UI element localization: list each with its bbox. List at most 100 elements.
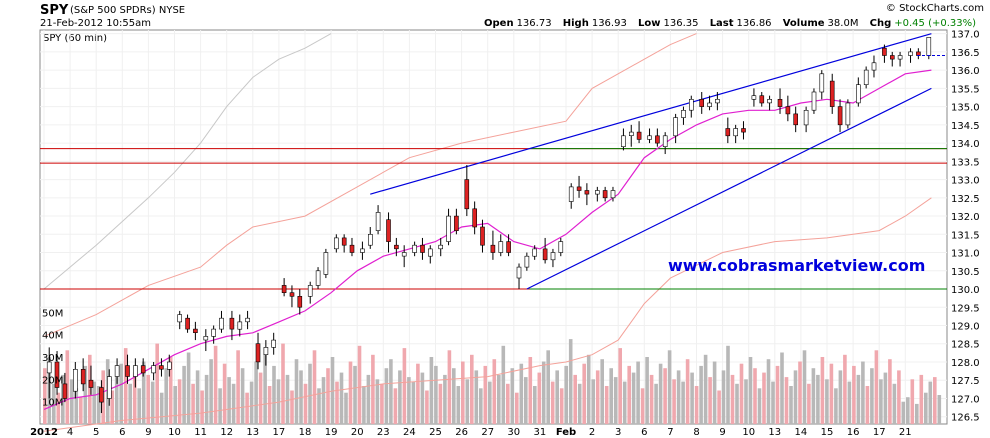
candle-body	[558, 241, 564, 253]
price-tick-label: 129.0	[951, 322, 980, 333]
volume-bar	[798, 361, 802, 424]
candle-body	[751, 95, 757, 100]
date-tick-label: 2	[589, 427, 595, 438]
volume-bar	[919, 374, 924, 424]
high-label: High	[562, 18, 589, 29]
volume-bar	[775, 365, 780, 424]
volume-bar	[344, 392, 348, 424]
candle-body	[151, 365, 156, 374]
candle-body	[54, 361, 60, 388]
volume-bar	[816, 374, 820, 424]
candle-body	[255, 343, 261, 363]
watermark-url: www.cobrasmarketview.com	[668, 256, 925, 275]
date-tick-label: Feb	[556, 427, 576, 438]
volume-bar	[924, 392, 928, 424]
volume-bar	[56, 392, 61, 424]
volume-bar	[515, 392, 519, 424]
volume-bar	[465, 379, 470, 424]
volume-bar	[937, 395, 942, 424]
candle-body	[367, 234, 373, 246]
candle-body	[777, 99, 783, 107]
volume-bar	[793, 370, 798, 424]
candle-body	[464, 179, 470, 210]
candle-body	[733, 128, 739, 137]
volume-bar	[591, 379, 595, 424]
volume-bar	[123, 348, 128, 424]
candle-body	[767, 99, 772, 104]
volume-bar	[339, 372, 344, 424]
candle-body	[688, 99, 694, 111]
brand-logo[interactable]: © StockCharts.com	[885, 3, 984, 14]
volume-value: 38.0M	[827, 18, 859, 29]
candle-body	[420, 244, 425, 253]
candle-body	[107, 376, 112, 399]
volume-bar	[699, 365, 703, 424]
volume-bar	[312, 350, 317, 424]
volume-bar	[146, 374, 150, 424]
candle-body	[524, 255, 530, 268]
volume-bar	[303, 383, 308, 424]
candle-body	[532, 248, 538, 257]
volume-bar	[245, 392, 249, 424]
volume-bar	[694, 386, 699, 424]
volume-bar	[281, 343, 285, 424]
candle-body	[167, 361, 172, 370]
candle-body	[360, 248, 365, 253]
volume-bar	[865, 386, 870, 424]
price-tick-label: 134.5	[951, 121, 980, 132]
candle-body	[323, 252, 329, 275]
volume-bar	[546, 350, 550, 424]
price-tick-label: 136.0	[951, 66, 980, 77]
volume-bar	[65, 350, 70, 424]
volume-bar	[452, 368, 456, 424]
candle-body	[829, 80, 835, 107]
date-tick-label: 11	[194, 427, 207, 438]
volume-bar	[227, 377, 231, 424]
volume-bar	[52, 383, 56, 424]
volume-bar	[236, 350, 240, 424]
candle-body	[576, 186, 582, 191]
volume-bar	[726, 345, 730, 424]
candle-body	[229, 317, 235, 330]
open-label: Open	[484, 18, 514, 29]
volume-bar	[645, 357, 649, 424]
volume-bar	[438, 383, 443, 424]
candle-body	[412, 244, 417, 253]
volume-bar	[429, 357, 434, 424]
volume-bar	[825, 379, 829, 424]
volume-bar	[506, 383, 510, 424]
volume-bar	[640, 388, 645, 424]
volume-bar	[497, 374, 501, 424]
candle-body	[281, 285, 287, 293]
volume-bar	[371, 354, 375, 424]
volume-bar	[883, 372, 888, 424]
date-tick-label: 18	[299, 427, 312, 438]
price-tick-label: 136.5	[951, 48, 980, 59]
price-tick-label: 130.5	[951, 267, 980, 278]
volume-bar	[802, 350, 807, 424]
volume-bar	[128, 383, 132, 424]
date-tick-label: 3	[615, 427, 621, 438]
date-tick-label: 27	[481, 427, 494, 438]
volume-bar	[200, 390, 204, 424]
volume-bar	[231, 383, 236, 424]
volume-label: Volume	[782, 18, 825, 29]
candle-body	[219, 317, 224, 330]
volume-bar	[308, 363, 312, 424]
volume-bar	[61, 374, 65, 424]
volume-bar	[209, 359, 213, 424]
security-title: (S&P 500 SPDRs)	[70, 5, 156, 16]
volume-tick-label: 50M	[42, 308, 63, 319]
volume-bar	[272, 365, 276, 424]
volume-bar	[748, 357, 753, 424]
volume-bar	[577, 383, 582, 424]
candle-body	[427, 248, 433, 257]
volume-bar	[838, 370, 843, 424]
candle-body	[636, 131, 642, 140]
high-value: 136.93	[591, 18, 627, 29]
candle-body	[80, 368, 86, 385]
volume-bar	[811, 368, 816, 424]
volume-bar	[380, 383, 384, 424]
volume-bar	[735, 383, 739, 424]
low-value: 136.35	[663, 18, 699, 29]
